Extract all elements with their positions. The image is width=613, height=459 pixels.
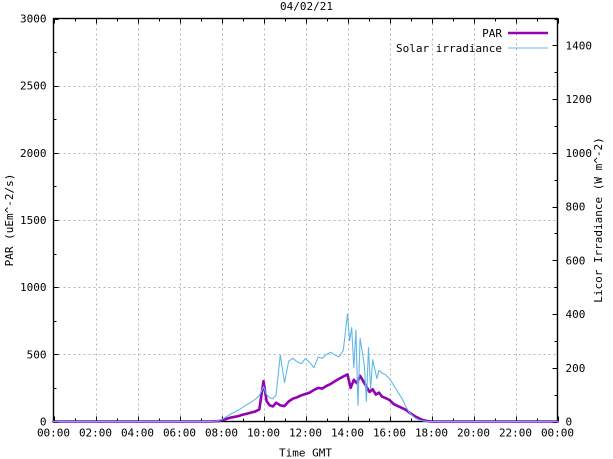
x-tick-label: 02:00	[79, 427, 112, 440]
x-tick-label: 18:00	[415, 427, 448, 440]
x-tick-label: 12:00	[289, 427, 322, 440]
y-tick-label: 1000	[20, 281, 47, 294]
gridlines	[53, 18, 558, 422]
y-tick-label: 0	[40, 416, 47, 429]
y-tick-label: 2500	[20, 80, 47, 93]
x-tick-label: 08:00	[205, 427, 238, 440]
y2-tick-label: 800	[566, 201, 586, 214]
legend-label-par: PAR	[482, 27, 502, 40]
x-tick-label: 06:00	[163, 427, 196, 440]
x-axis-title: Time GMT	[279, 447, 332, 459]
y2-tick-label: 1200	[566, 93, 593, 106]
chart-legend: PAR Solar irradiance	[396, 27, 548, 55]
y-tick-label: 2000	[20, 147, 47, 160]
y-tick-label: 500	[27, 348, 47, 361]
legend-label-solar-irradiance: Solar irradiance	[396, 42, 502, 55]
y2-tick-label: 600	[566, 254, 586, 267]
y-tick-label: 3000	[20, 13, 47, 26]
data-series	[52, 313, 559, 423]
x-tick-label: 16:00	[373, 427, 406, 440]
y2-tick-label: 1000	[566, 147, 593, 160]
series-line-solar-irradiance	[52, 313, 559, 423]
x-tick-label: 00:00	[37, 427, 70, 440]
x-tick-label: 20:00	[457, 427, 490, 440]
x-tick-label: 14:00	[331, 427, 364, 440]
chart-title: 04/02/21	[280, 0, 333, 13]
plot-frame	[52, 17, 559, 423]
y2-tick-label: 200	[566, 362, 586, 375]
y2-tick-label: 400	[566, 308, 586, 321]
x-tick-label: 10:00	[247, 427, 280, 440]
x-tick-label: 22:00	[499, 427, 532, 440]
y2-tick-label: 1400	[566, 39, 593, 52]
y2-axis-title: Licor Irradiance (W m^-2)	[592, 137, 605, 303]
y-axis-title: PAR (uEm^-2/s)	[3, 174, 16, 267]
y-tick-label: 1500	[20, 214, 47, 227]
x-tick-label: 00:00	[541, 427, 574, 440]
x-tick-label: 04:00	[121, 427, 154, 440]
y2-tick-label: 0	[566, 416, 573, 429]
tick-labels: 00:00 02:00 04:00 06:00 08:00 10:00 12:00 14:00…	[3, 13, 605, 459]
series-line-par	[52, 373, 559, 423]
